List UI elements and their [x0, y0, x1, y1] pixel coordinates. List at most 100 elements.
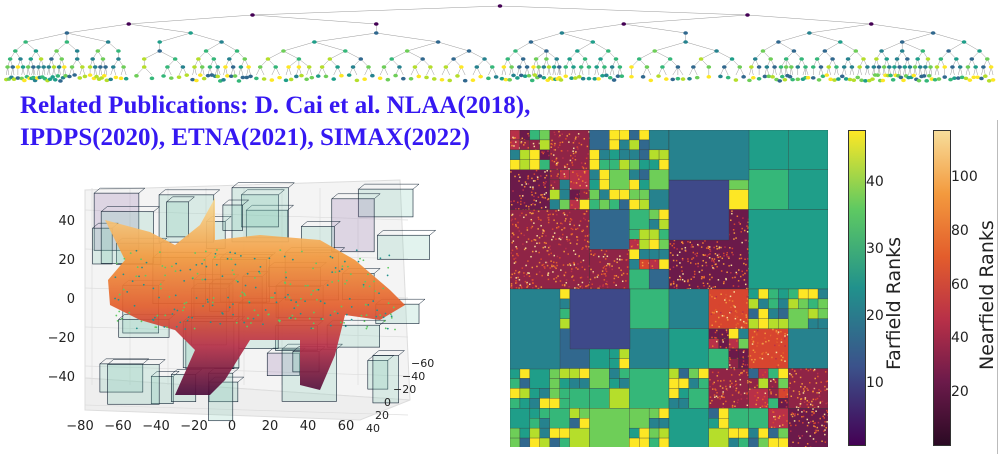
heatmap-block [748, 169, 789, 210]
nearfield-cell [510, 171, 512, 173]
nearfield-cell [555, 210, 557, 212]
nearfield-cell [523, 272, 525, 274]
nearfield-cell [724, 246, 726, 248]
nearfield-cell [734, 310, 737, 312]
nearfield-cell [542, 228, 544, 231]
nearfield-cell [574, 208, 577, 210]
tree-edge [535, 50, 547, 60]
nearfield-cell [797, 413, 799, 416]
scatter-point [262, 323, 264, 326]
nearfield-cell [779, 390, 781, 392]
nearfield-cell [518, 230, 521, 232]
nearfield-tick-label: 100 [951, 169, 978, 186]
nearfield-cell [558, 130, 560, 133]
nearfield-cell [547, 246, 550, 249]
heatmap-block [609, 130, 620, 141]
farfield-tick-label: 20 [866, 308, 884, 325]
nearfield-cell [520, 197, 522, 200]
nearfield-cell [681, 241, 683, 244]
heatmap-block [609, 368, 620, 379]
nearfield-cell [739, 319, 742, 321]
scatter-point [372, 300, 375, 302]
tree-node [768, 57, 774, 61]
nearfield-cell [583, 191, 586, 194]
nearfield-cell [556, 255, 559, 258]
nearfield-cell [605, 270, 608, 273]
tree-node [782, 77, 788, 82]
nearfield-cell [746, 371, 748, 374]
nearfield-cell [591, 283, 593, 286]
nearfield-cell [687, 279, 689, 281]
nearfield-cell [687, 240, 689, 243]
scatter-point [153, 316, 156, 319]
heatmap-block [678, 388, 690, 399]
nearfield-cell [725, 400, 727, 403]
tree-node [269, 78, 275, 82]
nearfield-cell [807, 389, 809, 391]
nearfield-cell [743, 370, 745, 372]
nearfield-cell [730, 374, 733, 376]
tree-node [776, 40, 781, 44]
nearfield-cell [802, 392, 805, 394]
nearfield-cell [605, 264, 608, 267]
tree-node [455, 74, 460, 78]
heatmap-block [648, 159, 660, 170]
nearfield-cell [545, 192, 547, 194]
tree-node [963, 76, 969, 81]
tree-node [11, 77, 17, 81]
tree-edge [25, 32, 67, 43]
heatmap-block [678, 398, 690, 409]
nearfield-cell [574, 287, 576, 289]
octree-box [377, 234, 430, 260]
tree-node [961, 40, 967, 44]
nearfield-cell [586, 145, 589, 148]
nearfield-cell [584, 181, 586, 183]
nearfield-cell [728, 265, 730, 267]
nearfield-cell [721, 387, 724, 389]
heatmap-block [648, 249, 660, 260]
nearfield-cell [777, 331, 780, 333]
nearfield-cell [754, 351, 756, 354]
tree-node [936, 77, 942, 81]
nearfield-cell [511, 223, 514, 226]
nearfield-cell [771, 353, 773, 356]
nearfield-cell [739, 275, 742, 278]
nearfield-cell [682, 273, 684, 275]
nearfield-cell [682, 242, 684, 245]
tree-node [845, 57, 851, 61]
nearfield-cell [618, 267, 620, 269]
nearfield-cell [577, 133, 580, 135]
tree-node [721, 65, 727, 69]
scatter-point [267, 313, 270, 316]
nearfield-cell [814, 422, 816, 424]
nearfield-cell [759, 407, 762, 409]
octree-box-edge [377, 229, 437, 236]
heatmap-block [629, 408, 650, 429]
tree-node [105, 40, 111, 44]
nearfield-cell [583, 168, 585, 171]
nearfield-cell [551, 265, 553, 268]
heatmap-block [599, 189, 610, 200]
nearfield-cell [553, 278, 555, 280]
nearfield-cell [735, 237, 737, 239]
nearfield-cell [577, 135, 580, 138]
tree-node [986, 79, 992, 83]
nearfield-cell [679, 278, 681, 281]
nearfield-cell [729, 246, 731, 249]
tree-node [884, 57, 890, 61]
tree-node [370, 73, 375, 78]
nearfield-cell [553, 148, 555, 151]
nearfield-cell [538, 142, 541, 145]
tree-node [569, 76, 574, 81]
heatmap-block [559, 427, 570, 439]
heatmap-block [559, 308, 570, 319]
tree-node [863, 79, 868, 83]
tree-edge [288, 58, 300, 68]
nearfield-cell [676, 254, 679, 256]
tree-node [180, 65, 186, 69]
heatmap-block [788, 169, 828, 210]
nearfield-cell [573, 279, 575, 282]
scatter-point [161, 265, 164, 267]
nearfield-cell [581, 287, 584, 289]
nearfield-cell [734, 317, 737, 320]
